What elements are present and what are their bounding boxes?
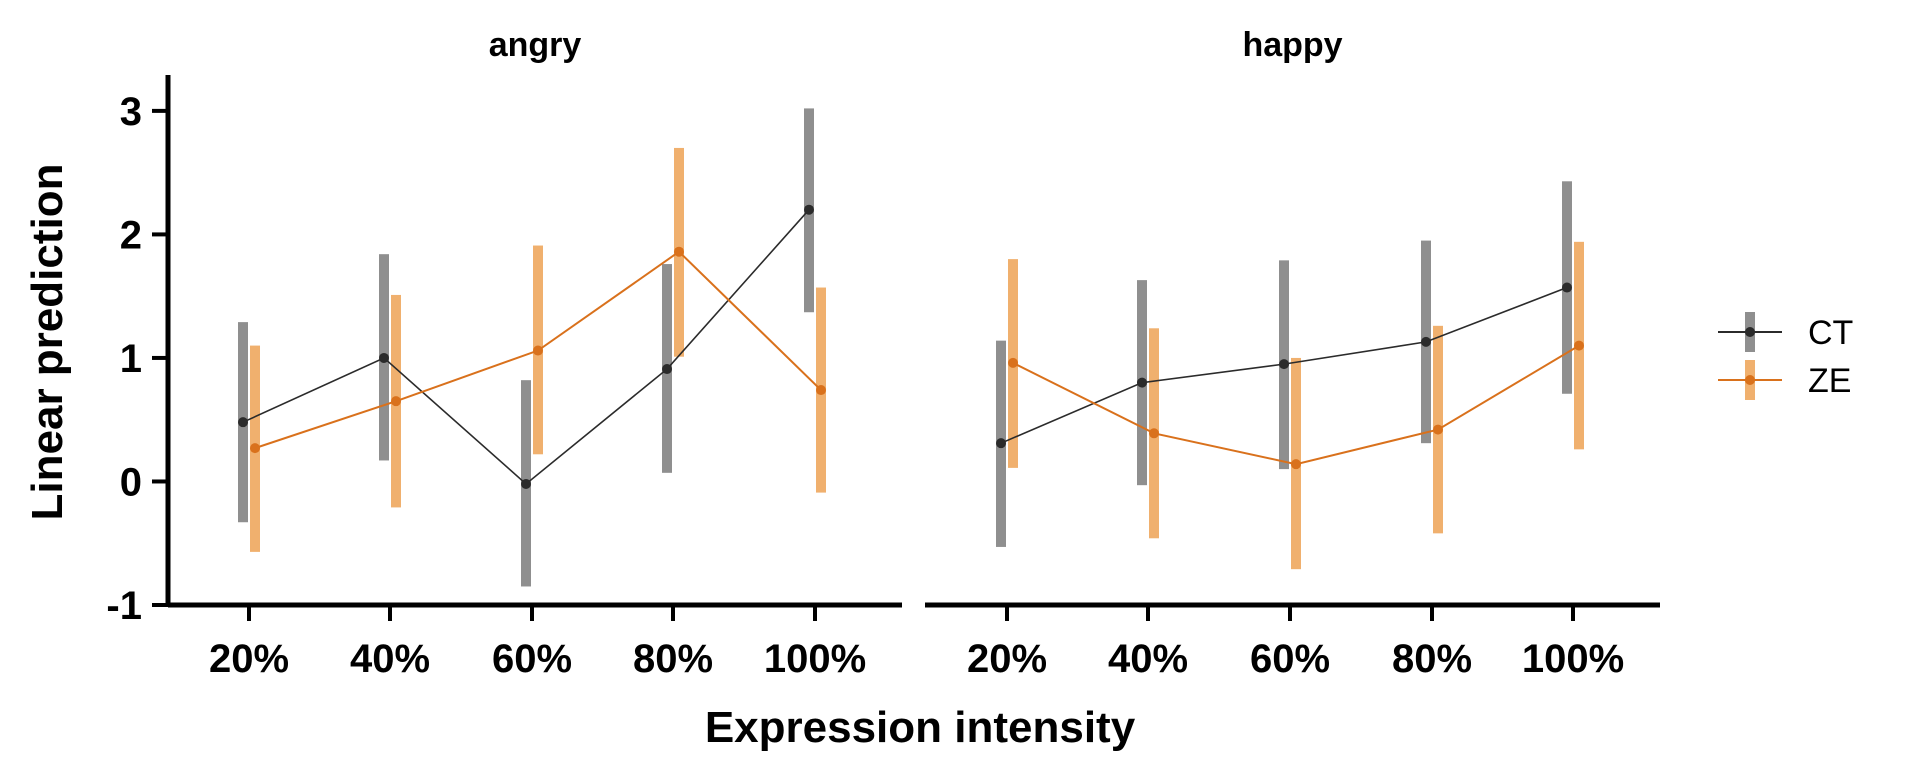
x-tick-label: 80%: [1392, 637, 1472, 681]
y-tick-label: 2: [120, 213, 142, 257]
axes-layer: [152, 75, 1660, 621]
data-point-ct: [662, 364, 672, 375]
panel-title: happy: [1242, 26, 1342, 64]
legend: CT ZE: [1718, 312, 1853, 400]
x-tick-label: 100%: [1522, 637, 1624, 681]
x-tick-label: 20%: [209, 637, 289, 681]
x-tick-label: 60%: [492, 637, 572, 681]
series-points: [238, 204, 1584, 489]
panel-title: angry: [489, 26, 582, 64]
legend-swatch-point-ze: [1745, 375, 1755, 385]
x-tick-label: 40%: [1108, 637, 1188, 681]
data-point-ze: [1008, 357, 1018, 368]
legend-label-ze: ZE: [1808, 362, 1851, 400]
y-tick-label: 3: [120, 90, 142, 134]
labels: -1 0 1 2 3 20% 40% 60% 80% 100% angry 20% 40% 60% 80% 1…: [23, 26, 1624, 752]
data-point-ze: [1149, 428, 1159, 439]
data-point-ze: [816, 385, 826, 396]
y-tick-label: 0: [120, 460, 142, 504]
data-point-ct: [379, 352, 389, 363]
confidence-bars: [238, 108, 1584, 587]
series-lines: [242, 209, 1580, 485]
data-point-ze: [250, 443, 260, 454]
data-point-ze: [1433, 424, 1443, 435]
legend-swatch-point-ct: [1745, 327, 1755, 337]
data-point-ze: [674, 246, 684, 257]
y-tick-label: 1: [120, 337, 142, 381]
x-tick-label: 60%: [1250, 637, 1330, 681]
data-point-ct: [996, 438, 1006, 449]
x-tick-label: 80%: [633, 637, 713, 681]
data-point-ct: [238, 417, 248, 428]
legend-label-ct: CT: [1808, 314, 1853, 352]
data-point-ct: [1279, 359, 1289, 370]
x-axis-title: Expression intensity: [705, 703, 1136, 752]
data-point-ct: [804, 204, 814, 215]
data-point-ct: [1421, 336, 1431, 347]
data-point-ct: [1562, 282, 1572, 293]
data-point-ct: [521, 478, 531, 489]
data-point-ze: [1291, 459, 1301, 470]
data-point-ze: [1574, 340, 1584, 351]
x-tick-label: 40%: [350, 637, 430, 681]
data-point-ze: [391, 396, 401, 407]
y-axis-title: Linear prediction: [23, 164, 72, 521]
x-tick-label: 20%: [967, 637, 1047, 681]
data-point-ze: [533, 345, 543, 356]
y-tick-label: -1: [106, 584, 142, 628]
x-tick-label: 100%: [764, 637, 866, 681]
data-point-ct: [1137, 377, 1147, 388]
